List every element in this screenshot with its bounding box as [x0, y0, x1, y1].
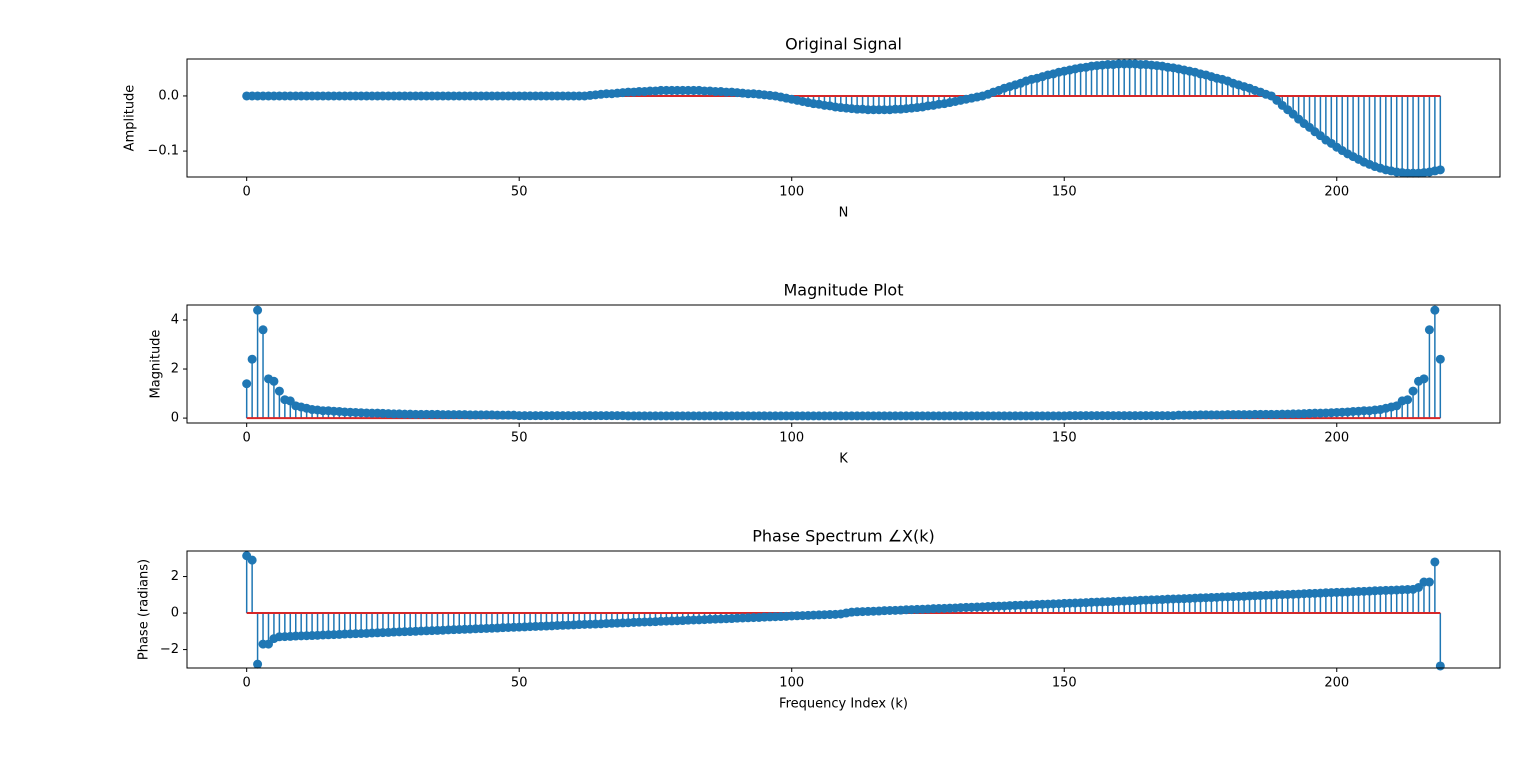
stem-marker	[1408, 386, 1418, 396]
x-tick-label: 200	[1324, 431, 1349, 446]
x-axis-label: N	[839, 206, 849, 221]
stem-marker	[1424, 577, 1434, 587]
x-tick-label: 100	[779, 185, 804, 200]
x-tick-label: 150	[1052, 185, 1077, 200]
stem-marker	[1414, 583, 1424, 593]
stem-marker	[242, 379, 252, 389]
x-tick-label: 100	[779, 676, 804, 691]
stem-marker	[1435, 165, 1445, 175]
x-tick-label: 200	[1324, 676, 1349, 691]
x-tick-label: 0	[243, 185, 251, 200]
x-tick-label: 0	[243, 431, 251, 446]
y-axis-label: Amplitude	[123, 85, 138, 152]
y-tick-label: −2	[160, 642, 179, 657]
x-tick-label: 100	[779, 431, 804, 446]
stem-marker	[1435, 661, 1445, 671]
x-tick-label: 150	[1052, 431, 1077, 446]
x-tick-label: 50	[511, 185, 528, 200]
axes-frame	[186, 58, 1501, 178]
stem-marker	[258, 325, 268, 335]
x-axis-label: Frequency Index (k)	[779, 697, 908, 712]
chart-title: Magnitude Plot	[783, 281, 903, 300]
stem-marker	[253, 305, 263, 315]
stem-marker	[1424, 325, 1434, 335]
stem-marker	[274, 386, 284, 396]
stem-marker	[1430, 305, 1440, 315]
y-tick-label: −0.1	[147, 144, 179, 159]
markers	[242, 305, 1445, 421]
stems	[589, 63, 1442, 174]
stems	[245, 310, 1442, 419]
chart-title: Phase Spectrum ∠X(k)	[752, 527, 935, 546]
y-axis-label: Phase (radians)	[137, 559, 152, 660]
x-tick-label: 200	[1324, 185, 1349, 200]
x-axis-label: K	[839, 452, 848, 467]
stem-marker	[247, 354, 257, 364]
x-tick-label: 150	[1052, 676, 1077, 691]
x-tick-label: 50	[511, 431, 528, 446]
stem-marker	[263, 639, 273, 649]
markers	[242, 59, 1445, 178]
y-tick-label: 0	[171, 411, 179, 426]
stem-marker	[1430, 557, 1440, 567]
y-tick-label: 0.0	[158, 88, 179, 103]
stem-marker	[1403, 395, 1413, 405]
x-tick-label: 50	[511, 676, 528, 691]
markers	[242, 551, 1445, 671]
x-tick-label: 0	[243, 676, 251, 691]
y-tick-label: 4	[171, 312, 179, 327]
stem-marker	[1419, 374, 1429, 384]
y-tick-label: 2	[171, 569, 179, 584]
stem-marker	[1435, 354, 1445, 364]
axes-frame	[186, 304, 1501, 424]
y-tick-label: 0	[171, 606, 179, 621]
stem-marker	[247, 555, 257, 565]
stem-marker	[253, 659, 263, 669]
y-axis-label: Magnitude	[149, 330, 164, 399]
stem-marker	[269, 376, 279, 386]
y-tick-label: 2	[171, 362, 179, 377]
chart-title: Original Signal	[785, 35, 902, 54]
axes-frame	[186, 550, 1501, 669]
